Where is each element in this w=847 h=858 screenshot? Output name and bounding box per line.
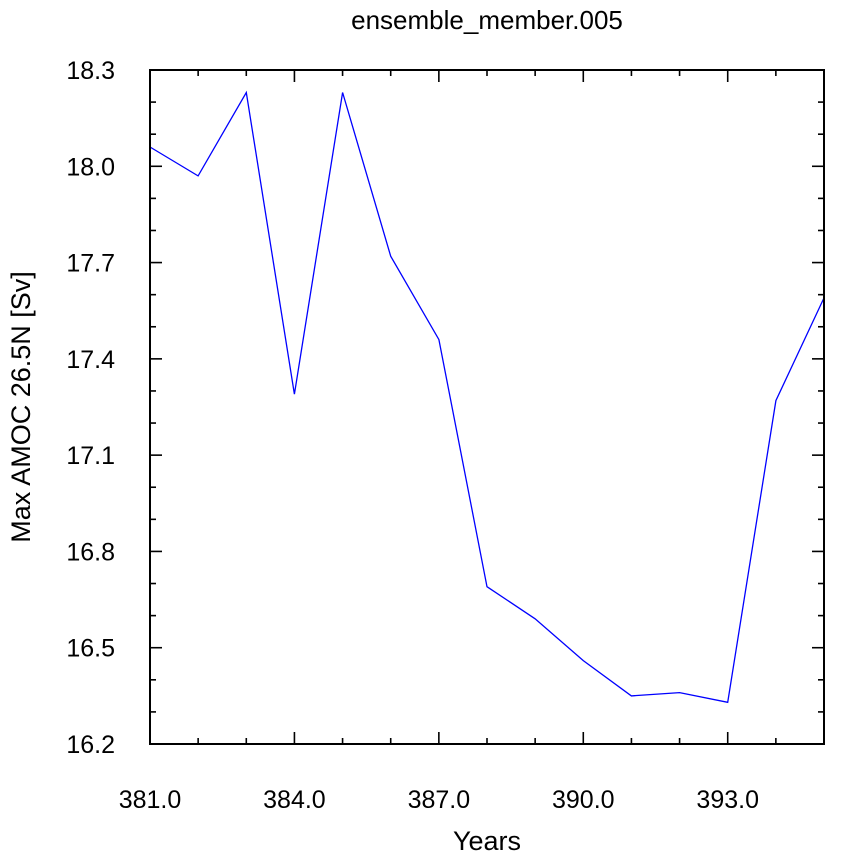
y-tick-label: 18.0 xyxy=(66,153,115,181)
minor-ticks xyxy=(150,70,825,744)
y-tick-label: 16.8 xyxy=(66,538,115,566)
y-tick-labels: 16.2 16.5 16.8 17.1 17.4 17.7 18.0 18.3 xyxy=(66,57,115,759)
y-tick-label: 16.2 xyxy=(66,731,115,759)
x-axis-label: Years xyxy=(453,826,521,856)
y-tick-label: 18.3 xyxy=(66,57,115,85)
x-tick-label: 393.0 xyxy=(696,786,759,814)
chart-title: ensemble_member.005 xyxy=(351,5,623,35)
series-line xyxy=(149,90,825,704)
x-tick-label: 381.0 xyxy=(119,786,182,814)
y-tick-label: 16.5 xyxy=(66,635,115,663)
x-tick-label: 390.0 xyxy=(552,786,615,814)
x-tick-label: 387.0 xyxy=(408,786,471,814)
y-tick-label: 17.1 xyxy=(66,442,115,470)
x-tick-labels: 381.0 384.0 387.0 390.0 393.0 xyxy=(119,786,759,814)
y-tick-label: 17.7 xyxy=(66,250,115,278)
y-tick-label: 17.4 xyxy=(66,346,115,374)
major-ticks xyxy=(149,69,824,745)
x-tick-label: 384.0 xyxy=(263,786,326,814)
y-axis-label: Max AMOC 26.5N [Sv] xyxy=(6,271,36,543)
plot-frame xyxy=(149,69,825,745)
